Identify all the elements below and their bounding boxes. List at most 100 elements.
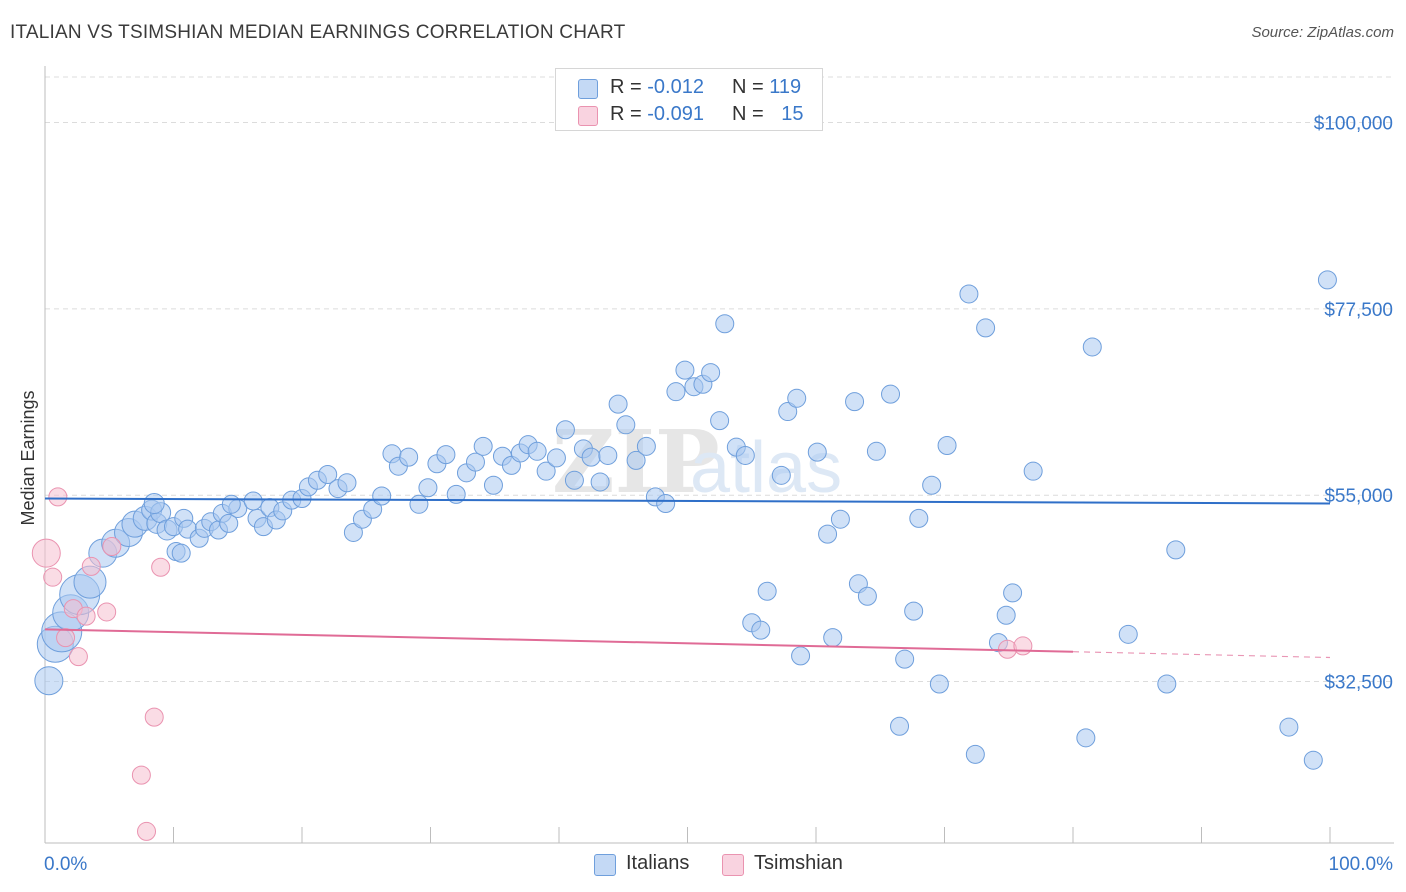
tsimshian-point xyxy=(48,487,68,507)
italians-point xyxy=(996,605,1016,625)
italians-point xyxy=(1076,728,1096,748)
tsimshian-point xyxy=(76,606,96,626)
italians-point xyxy=(675,360,695,380)
grid-layer xyxy=(45,76,1394,683)
italians-point xyxy=(757,581,777,601)
italians-point xyxy=(823,628,843,648)
tsimshian-trend-line xyxy=(44,628,1074,653)
italians-point xyxy=(1003,583,1023,603)
italians-point xyxy=(465,452,485,472)
italians-point xyxy=(778,402,798,422)
italians-point xyxy=(735,445,755,465)
tsimshian-swatch xyxy=(722,854,744,876)
tsimshian-point xyxy=(151,557,171,577)
italians-point xyxy=(598,445,618,465)
italians-point xyxy=(965,744,985,764)
italians-point xyxy=(483,475,503,495)
legend-swatch-italians xyxy=(578,79,598,99)
italians-point xyxy=(436,445,456,465)
x-tick-label: 100.0% xyxy=(1329,854,1394,875)
tsimshian-point xyxy=(144,707,164,727)
italians-point xyxy=(751,620,771,640)
source-note: Source: ZipAtlas.com xyxy=(1251,24,1394,41)
italians-point xyxy=(243,491,263,511)
axis-layer xyxy=(44,66,1394,844)
italians-trend-line xyxy=(44,497,1331,505)
tsimshian-point xyxy=(68,647,88,667)
italians-point xyxy=(909,508,929,528)
legend-r-value-italians: -0.012 xyxy=(647,76,704,98)
italians-point xyxy=(1157,674,1177,694)
legend-n-value-italians: 119 xyxy=(769,76,802,98)
italians-point xyxy=(527,441,547,461)
italians-point xyxy=(581,447,601,467)
tsimshian-point xyxy=(81,556,101,576)
italians-point xyxy=(881,384,901,404)
italians-point xyxy=(976,318,996,338)
italians-point xyxy=(143,492,165,514)
legend-n-value-tsimshian: 15 xyxy=(781,103,804,125)
watermark: ZIP atlas xyxy=(552,412,842,513)
italians-point xyxy=(959,284,979,304)
italians-point xyxy=(616,415,636,435)
tsimshian-point xyxy=(97,602,117,622)
italians-point xyxy=(701,363,721,383)
italians-point xyxy=(409,494,429,514)
italians-point xyxy=(564,470,584,490)
italians-label: Italians xyxy=(626,852,690,874)
x-tick-label: 0.0% xyxy=(44,854,87,875)
tsimshian-point xyxy=(131,765,151,785)
italians-point xyxy=(929,674,949,694)
italians-point xyxy=(1023,461,1043,481)
tsimshian-label: Tsimshian xyxy=(754,852,843,874)
y-tick-label: $100,000 xyxy=(1314,114,1393,135)
y-tick-label: $55,000 xyxy=(1324,486,1393,507)
italians-point xyxy=(536,461,556,481)
italians-point xyxy=(171,543,191,563)
italians-point xyxy=(922,475,942,495)
italians-point xyxy=(710,411,730,431)
watermark-atlas: atlas xyxy=(690,428,842,508)
italians-point xyxy=(895,649,915,669)
italians-point xyxy=(890,716,910,736)
legend-r-label: R = xyxy=(610,76,648,98)
italians-swatch xyxy=(594,854,616,876)
series-legend: Italians Tsimshian xyxy=(0,852,1406,878)
italians-point xyxy=(608,394,628,414)
italians-point xyxy=(636,436,656,456)
italians-point xyxy=(418,478,438,498)
tsimshian-point xyxy=(1013,636,1033,656)
italians-point xyxy=(1166,540,1186,560)
italians-point xyxy=(666,382,686,402)
y-tick-label: $32,500 xyxy=(1324,673,1393,694)
italians-point xyxy=(787,388,807,408)
italians-point xyxy=(715,314,735,334)
legend-swatch-tsimshian xyxy=(578,106,598,126)
tsimshian-point xyxy=(137,821,157,841)
tick-labels: $32,500 $55,000 $77,500 $100,000 0.0% 100.0% M… xyxy=(18,114,1393,875)
italians-point xyxy=(372,486,392,506)
legend-n-label: N = xyxy=(732,103,770,125)
tsimshian-trend-extension xyxy=(1072,651,1331,659)
legend-n-label: N = xyxy=(732,76,770,98)
italians-point xyxy=(656,493,676,513)
tsimshian-point xyxy=(43,567,63,587)
italians-point xyxy=(1118,624,1138,644)
italians-point xyxy=(473,436,493,456)
trend-layer xyxy=(44,497,1331,659)
italians-point xyxy=(318,464,338,484)
correlation-legend: R = -0.012 N = 119 R = -0.091 N = 15 xyxy=(555,68,823,131)
italians-point xyxy=(845,392,865,412)
chart-title: ITALIAN VS TSIMSHIAN MEDIAN EARNINGS COR… xyxy=(10,22,626,43)
italians-point xyxy=(446,484,466,504)
italians-point xyxy=(219,513,239,533)
italians-point xyxy=(221,494,241,514)
italians-point xyxy=(866,441,886,461)
y-axis-title: Median Earnings xyxy=(18,390,38,525)
tsimshian-point xyxy=(102,537,122,557)
italians-point xyxy=(1317,270,1337,290)
italians-point xyxy=(343,522,363,542)
italians-point xyxy=(399,447,419,467)
italians-point xyxy=(34,666,64,696)
